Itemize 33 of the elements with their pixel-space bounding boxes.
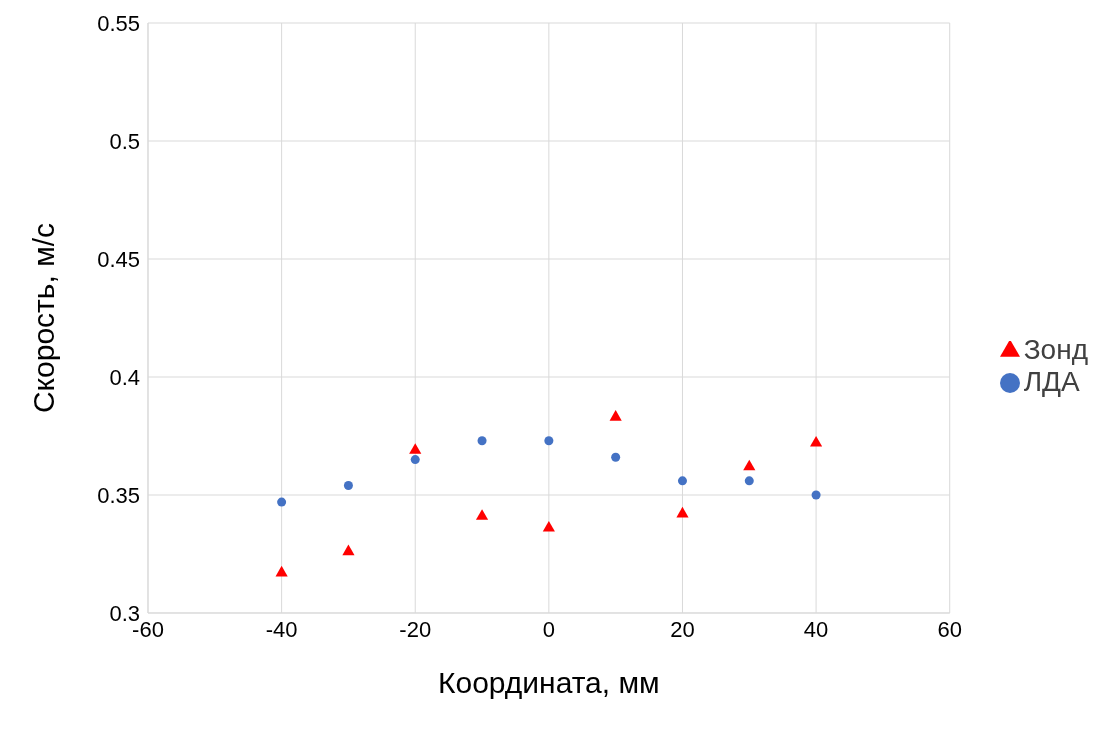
point [811,490,821,500]
point [409,443,422,454]
point [810,436,823,447]
point [544,436,554,446]
point [277,497,287,507]
x-tick-label: -40 [265,616,298,642]
y-tick-label: 0.55 [97,10,140,36]
point [343,481,353,491]
point [477,436,487,446]
y-tick-label: 0.4 [109,364,140,390]
point [609,410,622,421]
x-tick-label: 20 [670,616,695,642]
x-tick-label: -20 [399,616,432,642]
point [677,476,687,486]
y-axis-title: Скорость, м/с [26,222,60,414]
x-axis-title: Координата, мм [437,666,660,699]
point [342,544,355,556]
y-tick-label: 0.45 [97,246,140,272]
point [743,459,756,471]
point [275,565,288,577]
point [410,455,420,465]
x-tick-label: 0 [542,616,555,642]
legend-label: Зонд [1023,333,1088,365]
y-tick-label: 0.5 [109,128,140,154]
point [542,521,555,532]
x-tick-label: 40 [803,616,829,642]
point [611,452,621,462]
y-tick-label: 0.35 [97,482,140,508]
point [676,506,689,518]
point [744,476,754,486]
x-tick-label: 60 [937,616,962,642]
point [475,509,489,520]
legend-label: ЛДА [1023,365,1080,397]
